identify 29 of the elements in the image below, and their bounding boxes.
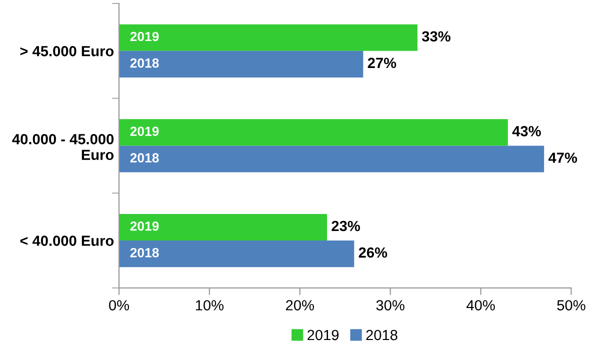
- text: 2018: [130, 248, 159, 258]
- bar: [119, 240, 354, 268]
- data-label: 47%: [548, 152, 578, 163]
- bar: [119, 214, 328, 241]
- data-label: 23%: [332, 220, 360, 232]
- y-tick-label: < 40.000 Euro: [20, 236, 114, 246]
- x-tick-label: 0%: [109, 300, 130, 310]
- text: 2018: [130, 153, 159, 163]
- x-tick-label: 20%: [286, 300, 314, 310]
- text: 2019: [130, 32, 159, 42]
- x-tick-label: 30%: [376, 300, 404, 310]
- data-label: 27%: [368, 58, 396, 68]
- x-tick-label: 10%: [196, 300, 224, 310]
- text: 2019: [130, 221, 159, 231]
- legend-label: 2018: [366, 330, 398, 340]
- x-tick-label: 40%: [466, 300, 495, 310]
- data-label: 43%: [512, 126, 541, 136]
- bar: [119, 146, 544, 172]
- legend-label: 2019: [308, 330, 339, 340]
- bar: [119, 24, 418, 51]
- data-label: 26%: [358, 247, 388, 258]
- x-tick-label: 50%: [557, 300, 586, 310]
- y-tick-label: 40.000 - 45.000 Euro: [12, 134, 114, 160]
- bar: [119, 119, 508, 146]
- bar: [119, 50, 364, 78]
- data-label: 33%: [422, 31, 450, 42]
- y-tick-label: > 45.000 Euro: [20, 46, 114, 56]
- text: 2018: [130, 58, 159, 68]
- text: 2019: [130, 126, 159, 136]
